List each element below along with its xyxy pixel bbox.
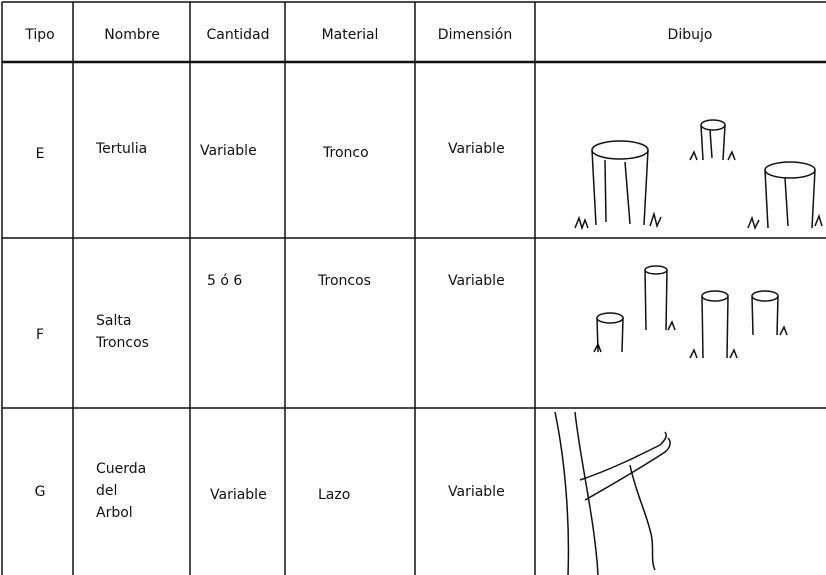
cell: Cuerda del Arbol <box>96 461 147 521</box>
tree-rope <box>554 411 671 575</box>
header-cell: Tipo <box>25 27 55 43</box>
cell: Troncos <box>318 273 371 289</box>
cell: Variable <box>210 487 267 503</box>
stumps-f <box>593 265 788 359</box>
cell: Salta Troncos <box>96 313 149 351</box>
stumps-e <box>574 119 823 231</box>
cell: Tronco <box>323 145 369 161</box>
header-cell: Cantidad <box>206 27 270 43</box>
header-cell: Dibujo <box>667 27 713 43</box>
cell: Variable <box>448 141 505 157</box>
header-cell: Nombre <box>104 27 160 43</box>
cell: Tertulia <box>96 141 148 157</box>
cell: Variable <box>448 484 505 500</box>
cell: F <box>35 327 45 343</box>
cell: Variable <box>200 143 257 159</box>
header-cell: Material <box>321 27 379 43</box>
cell: 5 ó 6 <box>207 273 243 289</box>
cell: G <box>34 484 46 500</box>
cell: Lazo <box>318 487 351 503</box>
cell: Variable <box>448 273 505 289</box>
header-cell: Dimensión <box>437 27 513 43</box>
cell: E <box>35 146 45 162</box>
